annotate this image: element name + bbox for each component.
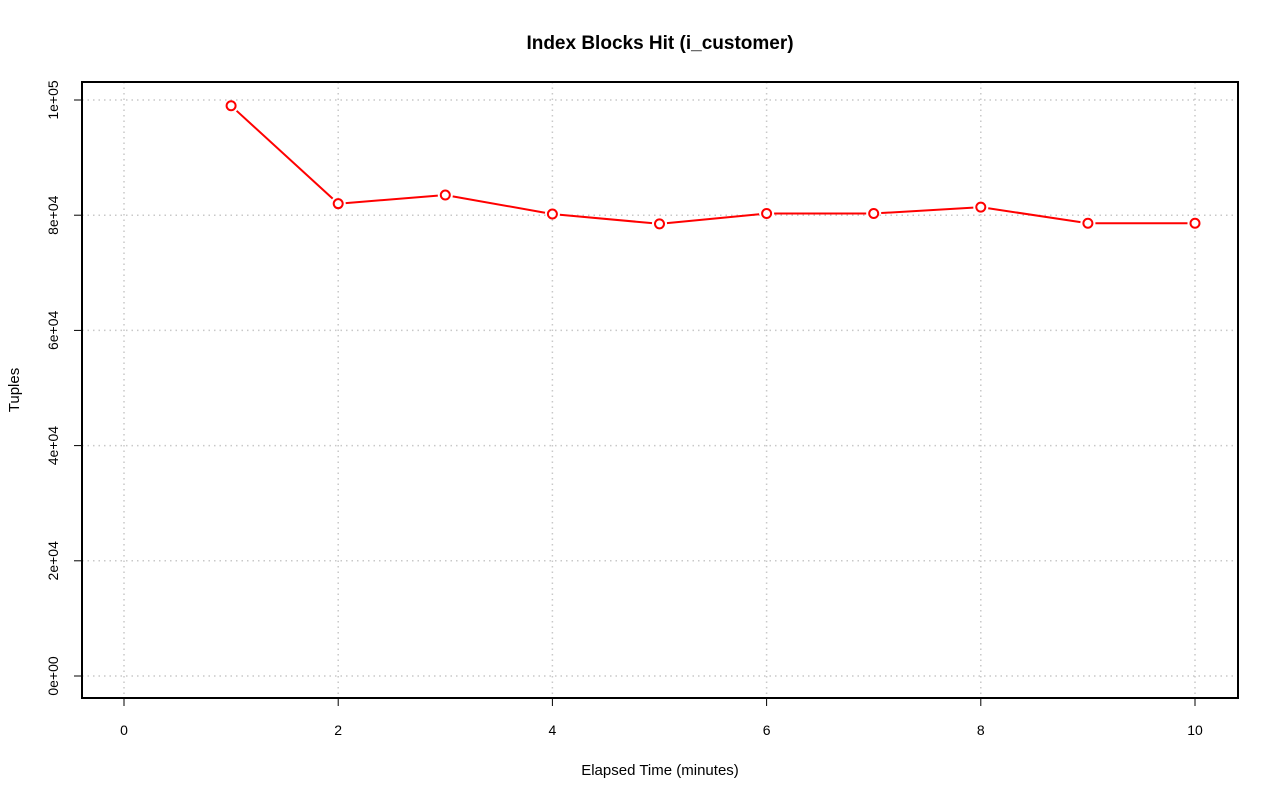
- x-tick-label: 0: [120, 722, 128, 738]
- axes: 0 2 4 6 8 10 0e+00 2e+04 4e+04 6e+04 8e+04 1e+05: [45, 80, 1203, 738]
- series-line-segment: [988, 207, 1081, 224]
- y-tick-label: 6e+04: [45, 311, 61, 351]
- series: [225, 100, 1201, 230]
- data-point: [761, 207, 773, 219]
- x-tick-label: 4: [549, 722, 557, 738]
- series-line-segment: [559, 213, 653, 225]
- data-point: [1189, 217, 1201, 229]
- grid: [82, 82, 1238, 698]
- data-point: [225, 100, 237, 112]
- x-tick-label: 2: [334, 722, 342, 738]
- series-line-segment: [235, 110, 334, 200]
- series-line-segment: [345, 194, 438, 205]
- x-tick-label: 8: [977, 722, 985, 738]
- data-point: [975, 201, 987, 213]
- data-point: [439, 189, 451, 201]
- series-line-segment: [452, 195, 546, 214]
- series-line-segment: [666, 213, 760, 225]
- data-point: [332, 198, 344, 210]
- y-tick-label: 8e+04: [45, 195, 61, 235]
- y-tick-label: 2e+04: [45, 541, 61, 581]
- x-axis-label: Elapsed Time (minutes): [581, 762, 739, 779]
- plot-frame: [81, 81, 1239, 699]
- data-point: [1082, 217, 1094, 229]
- x-tick-label: 10: [1187, 722, 1203, 738]
- y-tick-label: 4e+04: [45, 426, 61, 466]
- y-axis-label: Tuples: [6, 368, 23, 412]
- x-tick-label: 6: [763, 722, 771, 738]
- series-line-segment: [881, 206, 974, 215]
- y-tick-label: 1e+05: [45, 80, 61, 120]
- data-point: [654, 218, 665, 230]
- chart-title: Index Blocks Hit (i_customer): [526, 33, 793, 54]
- data-point: [868, 207, 880, 219]
- data-point: [546, 208, 558, 220]
- y-tick-label: 0e+00: [45, 656, 61, 696]
